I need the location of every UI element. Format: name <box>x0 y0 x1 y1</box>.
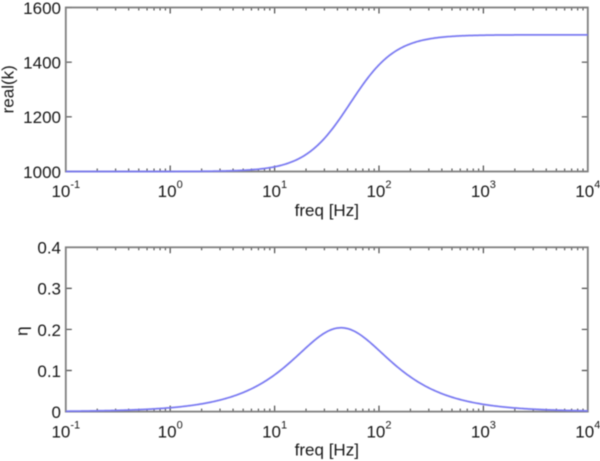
svg-text:100: 100 <box>158 179 183 201</box>
svg-text:102: 102 <box>366 179 391 201</box>
svg-text:freq [Hz]: freq [Hz] <box>295 441 359 460</box>
svg-text:104: 104 <box>575 179 600 201</box>
svg-text:1400: 1400 <box>23 54 61 73</box>
svg-text:104: 104 <box>575 419 600 441</box>
svg-text:real(k): real(k) <box>0 65 18 113</box>
svg-text:0.2: 0.2 <box>37 321 61 340</box>
svg-text:101: 101 <box>262 419 287 441</box>
svg-text:0: 0 <box>52 403 61 422</box>
svg-text:freq [Hz]: freq [Hz] <box>295 201 359 220</box>
svg-text:0.1: 0.1 <box>37 362 61 381</box>
svg-text:0.3: 0.3 <box>37 280 61 299</box>
svg-text:103: 103 <box>471 419 496 441</box>
svg-text:100: 100 <box>158 419 183 441</box>
svg-text:1600: 1600 <box>23 0 61 18</box>
svg-text:103: 103 <box>471 179 496 201</box>
svg-text:1000: 1000 <box>23 163 61 182</box>
svg-text:η: η <box>13 326 32 335</box>
svg-text:0.4: 0.4 <box>37 239 61 258</box>
svg-text:102: 102 <box>366 419 391 441</box>
svg-text:101: 101 <box>262 179 287 201</box>
svg-text:1200: 1200 <box>23 108 61 127</box>
